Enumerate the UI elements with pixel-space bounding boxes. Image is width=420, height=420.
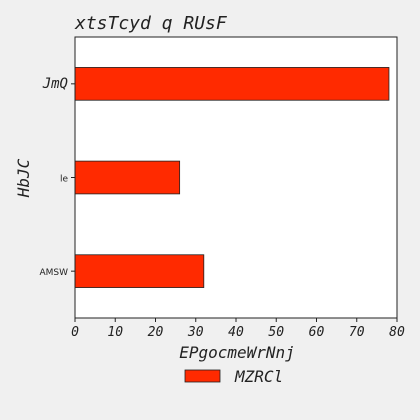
x-tick-label: 60 [309,325,325,340]
x-tick-label: 20 [148,325,164,340]
y-tick-label: JmQ [42,76,68,92]
y-axis-label: HbJC [14,158,33,198]
x-tick-label: 0 [71,325,79,340]
legend-label: MZRCl [234,367,283,386]
bar-AMSW [74,254,205,288]
bars-group [74,67,390,288]
x-tick-label: 80 [389,325,405,340]
x-tick-label: 70 [349,325,365,340]
x-tick-labels: 0 10 20 30 40 50 60 70 80 [71,318,405,340]
y-tick-labels: AMSW le JmQ [39,76,75,278]
bar-JmQ [74,67,390,101]
x-tick-label: 40 [228,325,244,340]
legend-swatch [184,369,221,383]
x-tick-label: 50 [268,325,284,340]
x-tick-label: 30 [187,325,204,340]
plot-frame [74,36,398,319]
bar-le [74,160,181,195]
chart-title: xtsTcyd q RUsF [74,13,228,34]
y-tick-label: AMSW [39,268,68,278]
x-axis-label: EPgocmeWrNnj [179,343,295,362]
legend: MZRCl [184,367,283,386]
x-tick-label: 10 [107,325,123,340]
y-tick-label: le [60,175,69,185]
